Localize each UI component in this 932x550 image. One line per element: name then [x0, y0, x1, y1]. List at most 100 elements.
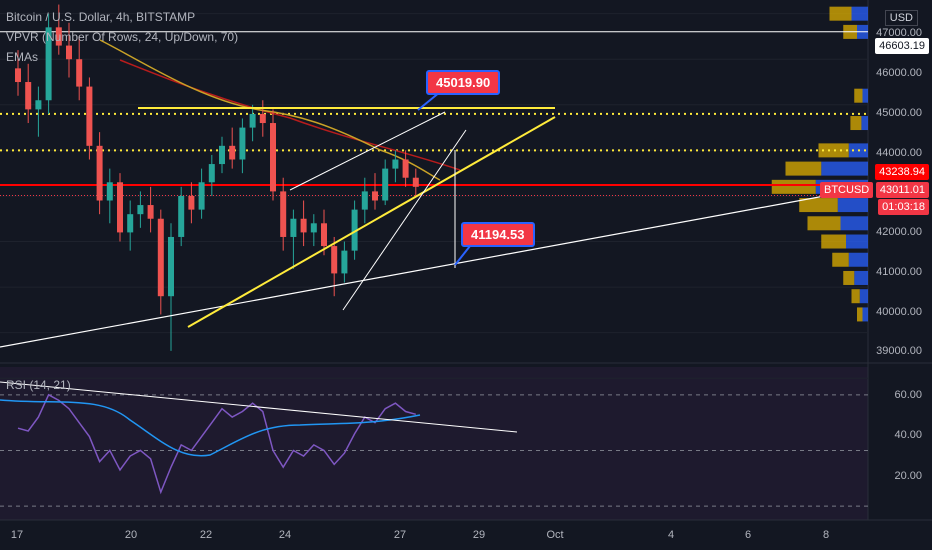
candle-body: [66, 45, 72, 60]
time-tick: 17: [10, 529, 24, 541]
candle-body: [321, 223, 327, 247]
candle-body: [208, 164, 215, 183]
candle-body: [270, 123, 276, 192]
vpvr-bar-down: [862, 88, 868, 103]
callout-upper[interactable]: 45019.90: [426, 70, 501, 95]
vpvr-bar-down: [859, 289, 868, 304]
candle-body: [280, 191, 287, 237]
symbol-title: Bitcoin / U.S. Dollar, 4h, BITSTAMP: [6, 10, 196, 24]
candle-body: [259, 113, 266, 124]
candle-body: [300, 218, 307, 233]
callout-lower-pointer: [454, 245, 471, 266]
price-tick: 47000.00: [876, 27, 922, 39]
candle-body: [86, 86, 93, 146]
vpvr-bar-up: [807, 216, 841, 231]
price-tick: 46000.00: [876, 67, 922, 79]
candle-body: [402, 159, 409, 178]
vpvr-bar-up: [785, 161, 822, 176]
candle-body: [35, 100, 42, 110]
candle-body: [341, 250, 348, 274]
vpvr-bar-down: [862, 307, 868, 322]
time-tick: 8: [822, 529, 830, 541]
candle-body: [361, 191, 368, 210]
time-tick: 20: [124, 529, 138, 541]
vpvr-bar-up: [843, 270, 855, 285]
candle-body: [147, 205, 154, 219]
candle-body: [15, 68, 21, 83]
candle-body: [117, 182, 123, 233]
vpvr-legend[interactable]: VPVR (Number Of Rows, 24, Up/Down, 70): [6, 30, 239, 44]
channel-upper-line: [289, 111, 446, 191]
candle-body: [137, 205, 144, 215]
candle-body: [392, 159, 399, 169]
vpvr-bar-up: [854, 88, 863, 103]
price-tick: 44000.00: [876, 147, 922, 159]
long-support-trendline: [0, 194, 831, 348]
time-tick: 6: [744, 529, 752, 541]
vpvr-bar-down: [846, 234, 868, 249]
candle-body: [249, 113, 256, 128]
symbol-price-tag: BTCUSD: [820, 182, 874, 198]
vpvr-bar-up: [799, 198, 838, 213]
rsi-tick: 20.00: [894, 470, 922, 482]
vpvr-bar-up: [850, 116, 862, 131]
time-tick: Oct: [546, 529, 564, 541]
candle-body: [55, 27, 62, 46]
rsi-pane-background: [0, 367, 868, 520]
candle-body: [96, 145, 103, 201]
candle-body: [198, 182, 205, 210]
candle-body: [188, 195, 195, 210]
candle-body: [331, 246, 338, 274]
candle-body: [310, 223, 317, 233]
candle-body: [157, 218, 164, 297]
vpvr-profile: [771, 6, 868, 322]
candle-body: [76, 59, 83, 87]
vpvr-bar-up: [818, 143, 849, 158]
candle-body: [382, 168, 389, 201]
red-line-price-tag: 43238.94: [875, 164, 929, 180]
rsi-legend[interactable]: RSI (14, 21): [6, 378, 71, 392]
rsi-trendline: [0, 381, 518, 433]
time-tick: 29: [472, 529, 486, 541]
rsi-tick: 60.00: [894, 389, 922, 401]
price-tick: 45000.00: [876, 107, 922, 119]
vpvr-bar-up: [771, 179, 816, 194]
candle-body: [106, 182, 113, 201]
candle-body: [168, 236, 174, 297]
candle-body: [45, 27, 52, 101]
price-tick: 42000.00: [876, 226, 922, 238]
time-tick: 4: [667, 529, 675, 541]
last-price-tag: 43011.01: [875, 182, 929, 198]
rising-wedge-support: [187, 116, 556, 328]
vpvr-bar-down: [821, 161, 868, 176]
vpvr-bar-down: [837, 198, 868, 213]
rsi-signal-line: [0, 399, 421, 457]
time-tick: 24: [278, 529, 292, 541]
vpvr-bar-down: [848, 252, 868, 267]
countdown-tag: 01:03:18: [878, 199, 929, 215]
time-tick: 22: [199, 529, 213, 541]
candle-body: [178, 195, 185, 237]
candle-body: [372, 191, 378, 201]
candle-body: [239, 127, 246, 160]
callout-lower[interactable]: 41194.53: [461, 222, 535, 247]
ema-slow-line: [119, 59, 461, 171]
currency-label[interactable]: USD: [884, 10, 918, 26]
candle-body: [290, 218, 297, 237]
price-tick: 39000.00: [876, 345, 922, 357]
vpvr-bar-up: [851, 289, 860, 304]
vpvr-bar-down: [840, 216, 868, 231]
vpvr-bar-up: [829, 6, 852, 21]
rsi-line: [17, 393, 416, 495]
price-tick: 41000.00: [876, 266, 922, 278]
resistance-price-tag: 46603.19: [875, 38, 929, 54]
candle-body: [219, 145, 225, 165]
candle-body: [351, 209, 358, 251]
callout-upper-pointer: [417, 91, 441, 111]
emas-legend[interactable]: EMAs: [6, 50, 39, 64]
candle-body: [229, 145, 236, 160]
vpvr-bar-up: [832, 252, 849, 267]
time-tick: 27: [393, 529, 407, 541]
candle-body: [25, 82, 32, 110]
price-tick: 40000.00: [876, 306, 922, 318]
